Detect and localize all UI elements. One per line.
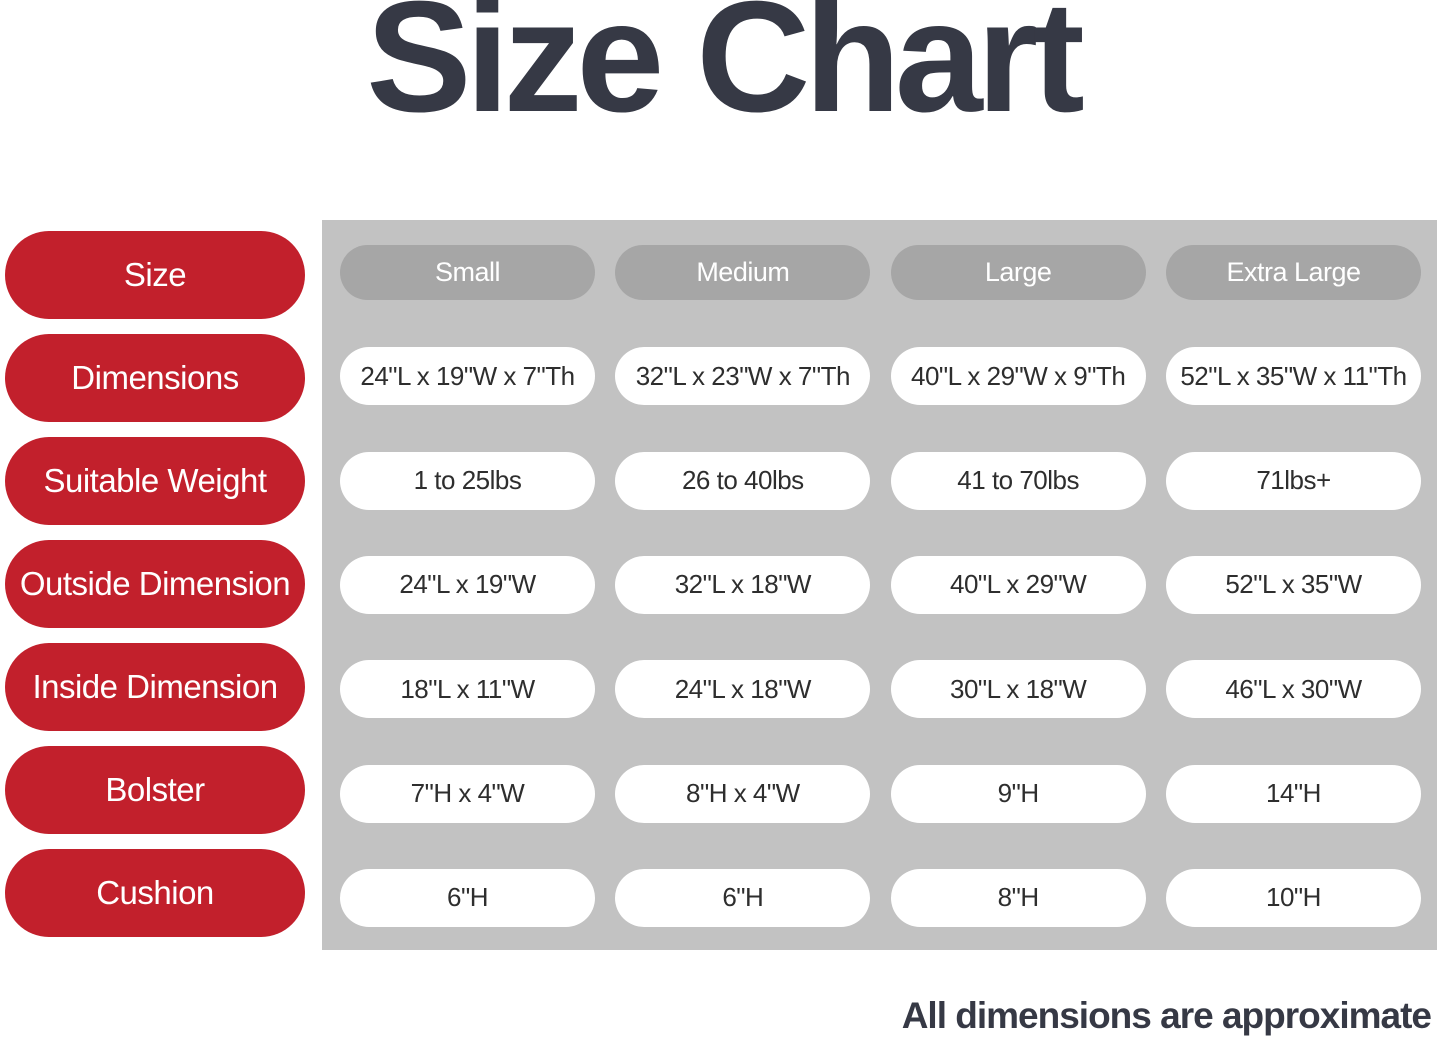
- row-label-suitable-weight: Suitable Weight: [5, 437, 305, 525]
- column-header-extra-large: Extra Large: [1165, 244, 1421, 300]
- table-row-cushion: 6"H 6"H 8"H 10"H: [322, 868, 1437, 927]
- table-cell: 8"H: [890, 868, 1146, 927]
- table-row-bolster: 7"H x 4"W 8"H x 4"W 9"H 14"H: [322, 764, 1437, 823]
- table-cell: 30"L x 18"W: [890, 660, 1146, 719]
- table-cell: 24"L x 19"W x 7"Th: [340, 347, 595, 406]
- row-label-cushion: Cushion: [5, 849, 305, 937]
- table-cell: 40"L x 29"W: [890, 555, 1146, 614]
- table-cell: 6"H: [340, 868, 595, 927]
- row-label-size: Size: [5, 231, 305, 319]
- table-row-dimensions: 24"L x 19"W x 7"Th 32"L x 23"W x 7"Th 40…: [322, 347, 1437, 406]
- table-cell: 52"L x 35"W: [1165, 555, 1421, 614]
- table-cell: 1 to 25lbs: [340, 451, 595, 510]
- table-cell: 41 to 70lbs: [890, 451, 1146, 510]
- table-cell: 6"H: [615, 868, 871, 927]
- table-cell: 18"L x 11"W: [340, 660, 595, 719]
- footnote: All dimensions are approximate: [901, 995, 1432, 1036]
- table-cell: 40"L x 29"W x 9"Th: [890, 347, 1146, 406]
- table-cell: 32"L x 18"W: [615, 555, 871, 614]
- table-cell: 8"H x 4"W: [615, 764, 871, 823]
- table-cell: 14"H: [1165, 764, 1421, 823]
- row-label-bolster: Bolster: [5, 746, 305, 834]
- table-cell: 24"L x 18"W: [615, 660, 871, 719]
- table-row-suitable-weight: 1 to 25lbs 26 to 40lbs 41 to 70lbs 71lbs…: [322, 451, 1437, 510]
- table-cell: 7"H x 4"W: [340, 764, 595, 823]
- row-labels-column: Size Dimensions Suitable Weight Outside …: [5, 231, 305, 937]
- page-title: Size Chart: [366, 0, 1085, 145]
- row-label-dimensions: Dimensions: [5, 334, 305, 422]
- column-header-large: Large: [890, 244, 1146, 300]
- table-cell: 9"H: [890, 764, 1146, 823]
- table-panel: Small Medium Large Extra Large 24"L x 19…: [322, 220, 1437, 950]
- column-header-medium: Medium: [615, 244, 871, 300]
- table-cell: 26 to 40lbs: [615, 451, 871, 510]
- row-label-inside-dimension: Inside Dimension: [5, 643, 305, 731]
- header-row: Small Medium Large Extra Large: [322, 244, 1437, 300]
- table-cell: 24"L x 19"W: [340, 555, 595, 614]
- table-row-inside-dimension: 18"L x 11"W 24"L x 18"W 30"L x 18"W 46"L…: [322, 660, 1437, 719]
- table-row-outside-dimension: 24"L x 19"W 32"L x 18"W 40"L x 29"W 52"L…: [322, 555, 1437, 614]
- table-cell: 52"L x 35"W x 11"Th: [1165, 347, 1421, 406]
- table-cell: 10"H: [1165, 868, 1421, 927]
- column-header-small: Small: [340, 244, 595, 300]
- row-label-outside-dimension: Outside Dimension: [5, 540, 305, 628]
- table-cell: 32"L x 23"W x 7"Th: [615, 347, 871, 406]
- table-cell: 46"L x 30"W: [1165, 660, 1421, 719]
- table-cell: 71lbs+: [1165, 451, 1421, 510]
